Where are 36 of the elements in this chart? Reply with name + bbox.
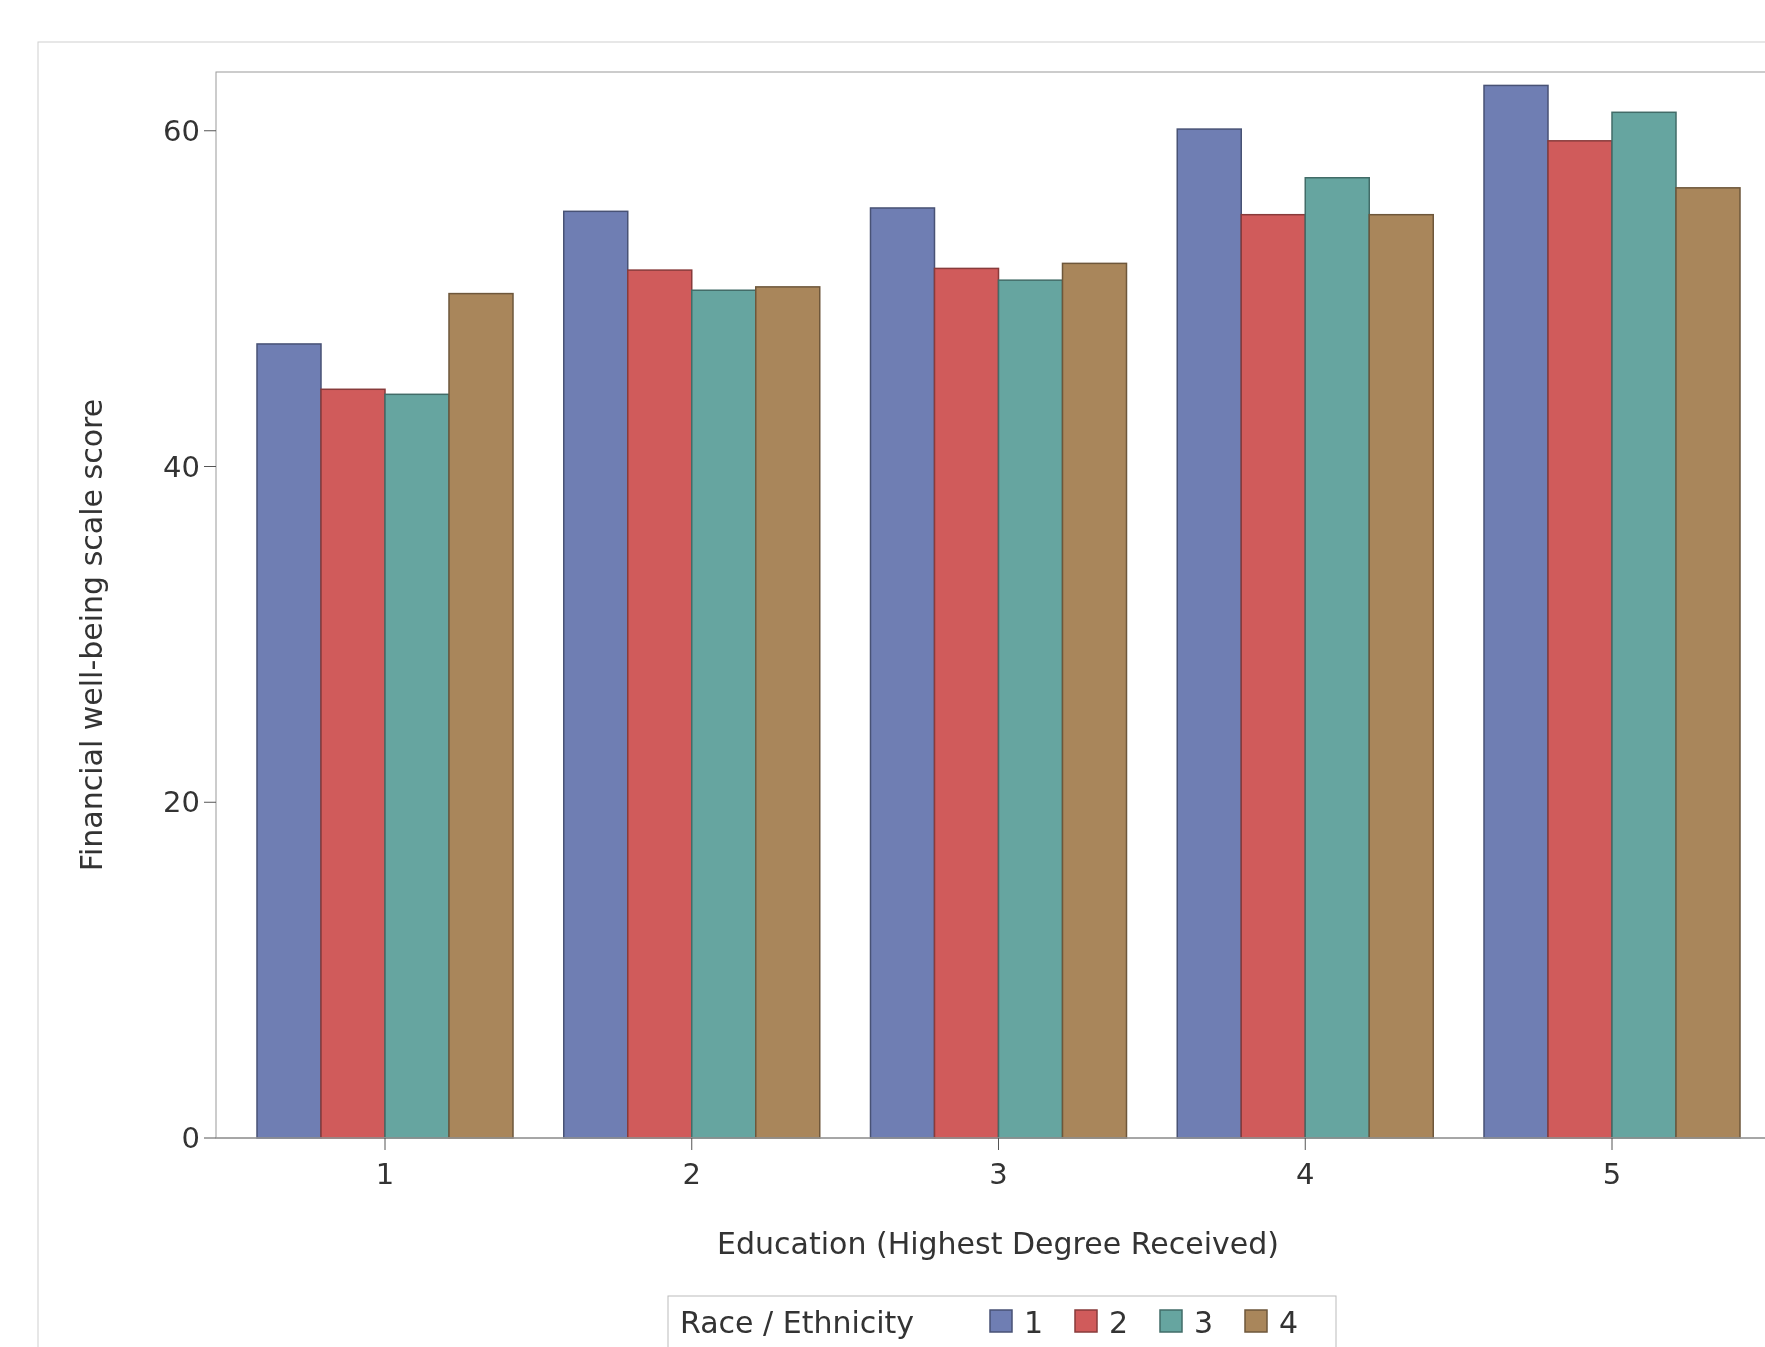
bar <box>933 267 1000 1139</box>
bar <box>1611 111 1677 1139</box>
bar <box>1176 128 1242 1139</box>
bar <box>755 286 821 1139</box>
legend-label: 4 <box>1279 1304 1299 1340</box>
x-tick-label: 1 <box>375 1157 395 1191</box>
y-tick-label: 0 <box>181 1121 200 1156</box>
bar <box>320 388 386 1139</box>
bar <box>1547 140 1613 1139</box>
bar <box>1240 213 1306 1139</box>
x-axis-title: Education (Highest Degree Received) <box>717 1226 1279 1261</box>
y-tick-label: 20 <box>163 785 200 820</box>
x-tick-label: 3 <box>989 1157 1008 1191</box>
bar <box>384 393 450 1139</box>
bar <box>691 289 757 1139</box>
legend-title: Race / Ethnicity <box>680 1304 915 1340</box>
y-tick-label: 40 <box>163 449 200 484</box>
x-tick-label: 5 <box>1602 1157 1622 1191</box>
x-tick-label: 4 <box>1296 1157 1315 1191</box>
bar <box>1675 187 1741 1139</box>
legend-label: 1 <box>1024 1304 1044 1340</box>
bar <box>627 269 693 1139</box>
bar <box>256 343 322 1139</box>
legend-label: 2 <box>1109 1304 1129 1340</box>
legend-label: 3 <box>1194 1304 1214 1340</box>
bar <box>563 210 629 1139</box>
bar <box>1368 213 1434 1139</box>
bar <box>869 207 936 1139</box>
y-tick-label: 60 <box>163 113 200 148</box>
bar <box>997 279 1064 1139</box>
bar <box>1061 262 1128 1139</box>
x-tick-label: 2 <box>682 1157 701 1191</box>
bar <box>448 292 514 1139</box>
bar <box>1304 177 1370 1139</box>
bar <box>1483 84 1549 1139</box>
y-axis-title: Financial well-being scale score <box>74 398 109 872</box>
